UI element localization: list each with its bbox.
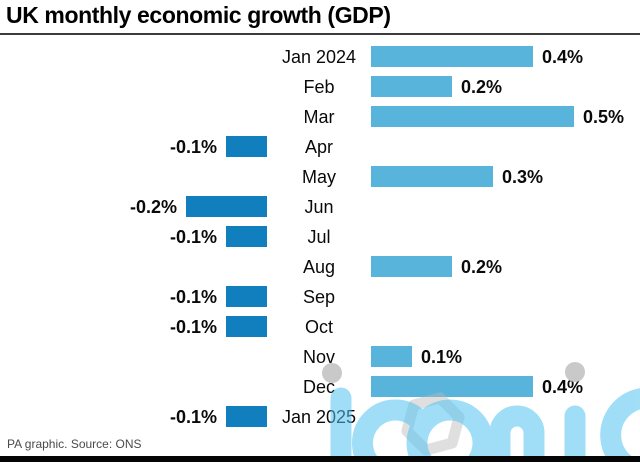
value-label: -0.1% — [169, 406, 217, 427]
gdp-bar — [371, 255, 452, 277]
value-label: 0.5% — [583, 106, 625, 127]
chart-row-dec: Dec 0.4% — [0, 372, 640, 402]
chart-row-mar: Mar 0.5% — [0, 102, 640, 132]
title-underline — [0, 33, 640, 35]
value-label: -0.1% — [169, 286, 217, 307]
value-label: 0.3% — [502, 166, 544, 187]
chart-row-may: May 0.3% — [0, 162, 640, 192]
value-label: -0.1% — [169, 226, 217, 247]
gdp-bar — [371, 165, 493, 187]
month-label: Apr — [304, 136, 333, 157]
month-label: Sep — [302, 286, 336, 307]
month-label: Mar — [303, 106, 335, 127]
gdp-bar — [186, 195, 267, 217]
chart-row-jun: Jun -0.2% — [0, 192, 640, 222]
month-label: Aug — [302, 256, 336, 277]
chart-row-nov: Nov 0.1% — [0, 342, 640, 372]
bottom-rule — [0, 456, 640, 462]
value-label: -0.2% — [129, 196, 177, 217]
value-label: 0.4% — [542, 376, 584, 397]
month-label: Feb — [303, 76, 335, 97]
gdp-bar — [371, 105, 574, 127]
gdp-bar — [226, 285, 267, 307]
value-label: 0.2% — [461, 256, 503, 277]
chart-row-feb: Feb 0.2% — [0, 72, 640, 102]
month-label: May — [301, 166, 336, 187]
value-label: -0.1% — [169, 136, 217, 157]
gdp-bar — [371, 375, 533, 397]
value-label: 0.1% — [421, 346, 463, 367]
month-label: Jun — [304, 196, 334, 217]
month-label: Jul — [307, 226, 331, 247]
month-label: Jan 2024 — [281, 46, 357, 67]
chart-row-jan-2025: Jan 2025 -0.1% — [0, 402, 640, 432]
gdp-bar — [226, 315, 267, 337]
gdp-bar — [371, 75, 452, 97]
gdp-bar — [226, 225, 267, 247]
chart-row-aug: Aug 0.2% — [0, 252, 640, 282]
chart-row-apr: Apr -0.1% — [0, 132, 640, 162]
chart-row-sep: Sep -0.1% — [0, 282, 640, 312]
chart-row-jul: Jul -0.1% — [0, 222, 640, 252]
gdp-bar — [371, 345, 412, 367]
page-title: UK monthly economic growth (GDP) — [6, 2, 391, 28]
value-label: 0.4% — [542, 46, 584, 67]
month-label: Nov — [302, 346, 335, 367]
gdp-bar — [226, 405, 267, 427]
gdp-bar — [226, 135, 267, 157]
chart-row-oct: Oct -0.1% — [0, 312, 640, 342]
month-label: Jan 2025 — [281, 406, 357, 427]
gdp-bar — [371, 45, 533, 67]
value-label: 0.2% — [461, 76, 503, 97]
value-label: -0.1% — [169, 316, 217, 337]
source-credit: PA graphic. Source: ONS — [7, 437, 142, 451]
chart-row-jan-2024: Jan 2024 0.4% — [0, 42, 640, 72]
month-label: Dec — [302, 376, 335, 397]
month-label: Oct — [304, 316, 333, 337]
